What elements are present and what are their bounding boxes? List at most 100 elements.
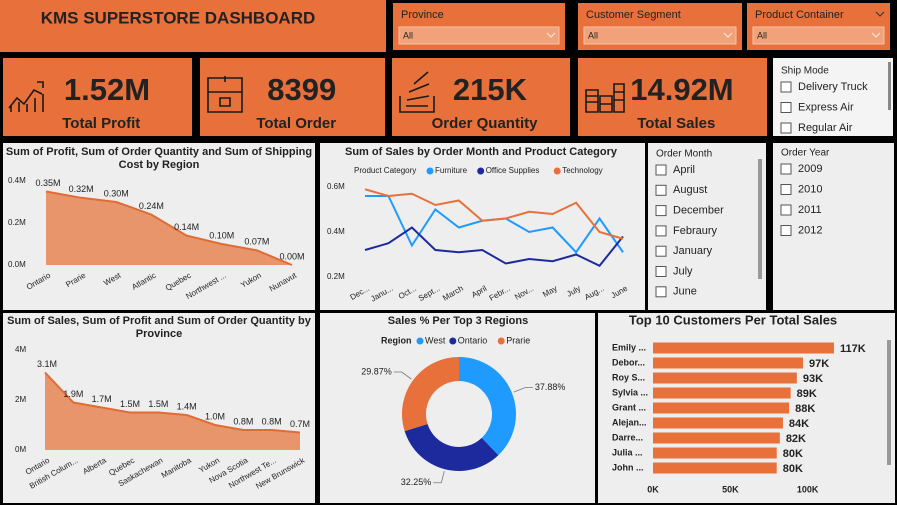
data-label: 0.14M	[174, 222, 199, 232]
slicer-item: Regular Air	[798, 122, 853, 134]
y-tick-label: 0.4M	[8, 176, 26, 185]
legend-title: Region	[381, 335, 412, 345]
bar	[653, 432, 780, 444]
slicer-checkbox[interactable]	[655, 266, 667, 277]
dropdown-chevron	[871, 32, 881, 38]
leader-line	[513, 387, 533, 393]
kpi-icon	[399, 71, 435, 113]
slicer-checkbox[interactable]	[655, 164, 667, 176]
data-label: 1.9M	[63, 389, 83, 399]
data-label: 37.88%	[535, 382, 566, 392]
title-line: Sum of Profit, Sum of Order Quantity and…	[6, 146, 312, 158]
slicer-checkbox[interactable]	[780, 225, 792, 236]
slicer-item: April	[673, 164, 695, 176]
data-label: 0.24M	[139, 201, 164, 211]
title-panel	[0, 0, 386, 52]
donut-slice	[401, 357, 459, 432]
data-label: 1.7M	[92, 394, 112, 404]
data-label: 80K	[783, 448, 803, 460]
kpi-value: 8399	[267, 72, 336, 107]
area-line	[44, 371, 301, 434]
slicer-checkbox[interactable]	[655, 205, 667, 217]
chart-panel	[320, 313, 595, 503]
legend-swatch	[426, 167, 434, 175]
data-label: 82K	[786, 433, 806, 445]
slicer-checkbox[interactable]	[655, 245, 667, 257]
y-tick-label: Sylvia ...	[612, 387, 648, 397]
kpi-icon	[8, 81, 44, 112]
x-tick-label: 100K	[797, 484, 819, 494]
slicer-title: Order Year	[781, 148, 830, 159]
slicer-panel	[773, 143, 894, 310]
slicer-title: Ship Mode	[781, 66, 829, 77]
filter-label: Province	[401, 9, 444, 21]
slicer-checkbox[interactable]	[655, 225, 667, 237]
data-label: 0.7M	[290, 419, 310, 429]
data-label: 29.87%	[361, 366, 392, 376]
data-label: 0.8M	[233, 416, 253, 426]
data-label: 0.07M	[244, 237, 269, 247]
scrollbar	[758, 159, 762, 279]
y-tick-label: John ...	[612, 462, 644, 472]
y-tick-label: Grant ...	[612, 402, 646, 412]
legend-label: Ontario	[458, 335, 488, 345]
y-tick-label: 0.4M	[327, 227, 345, 236]
filter-value: All	[588, 30, 598, 40]
bar	[653, 387, 791, 399]
slicer-checkbox[interactable]	[780, 204, 792, 216]
dropdown-chevron	[723, 32, 733, 38]
slicer-checkbox[interactable]	[655, 184, 667, 196]
kpi-label: Total Sales	[637, 115, 715, 132]
y-tick-label: 4M	[15, 345, 26, 354]
legend-label: Prarie	[506, 335, 530, 345]
slicer-item: 2011	[798, 204, 822, 216]
data-label: 0.35M	[35, 178, 60, 188]
kpi-label: Total Profit	[62, 115, 140, 132]
slicer-item: Express Air	[798, 101, 854, 113]
slicer-checkbox[interactable]	[780, 81, 792, 93]
filter-value: All	[403, 30, 413, 40]
legend-swatch	[416, 337, 424, 345]
line-series	[364, 226, 624, 267]
data-label: 89K	[797, 388, 817, 400]
bar	[653, 462, 777, 474]
area	[46, 191, 292, 265]
slicer-item: June	[673, 286, 697, 298]
data-label: 0.10M	[209, 230, 234, 240]
panel-chevron	[875, 11, 885, 17]
legend-swatch	[553, 167, 561, 175]
kpi-icon	[207, 76, 243, 113]
filter-dropdown[interactable]	[752, 26, 885, 45]
leader-line	[393, 371, 412, 380]
chart-title: Sales % Per Top 3 Regions	[388, 315, 528, 327]
data-label: 1.5M	[120, 399, 140, 409]
slicer-item: Febraury	[673, 225, 718, 237]
slicer-item: Delivery Truck	[798, 81, 868, 93]
y-tick-label: Emily ...	[612, 342, 646, 352]
slicer-checkbox[interactable]	[780, 184, 792, 195]
slicer-checkbox[interactable]	[780, 122, 792, 134]
kpi-label: Total Order	[256, 115, 336, 132]
slicer-item: 2012	[798, 224, 822, 236]
data-label: 84K	[789, 418, 809, 430]
x-tick-label: 50K	[722, 484, 739, 494]
kpi-icon	[585, 83, 625, 113]
filter-label: Customer Segment	[586, 9, 681, 21]
filter-dropdown[interactable]	[583, 26, 737, 45]
filter-label: Product Container	[755, 9, 844, 21]
kpi-card	[3, 58, 192, 136]
slicer-checkbox[interactable]	[780, 163, 792, 175]
data-label: 0.00M	[279, 251, 304, 261]
legend-swatch	[477, 167, 485, 175]
slicer-checkbox[interactable]	[780, 102, 792, 113]
y-tick-label: 0.2M	[327, 272, 345, 281]
y-tick-label: Roy S...	[612, 372, 645, 382]
data-label: 93K	[803, 373, 823, 385]
scrollbar	[887, 340, 891, 465]
kpi-label: Order Quantity	[432, 115, 539, 132]
bar	[653, 342, 834, 354]
slicer-checkbox[interactable]	[655, 286, 667, 298]
filter-dropdown[interactable]	[398, 26, 560, 45]
